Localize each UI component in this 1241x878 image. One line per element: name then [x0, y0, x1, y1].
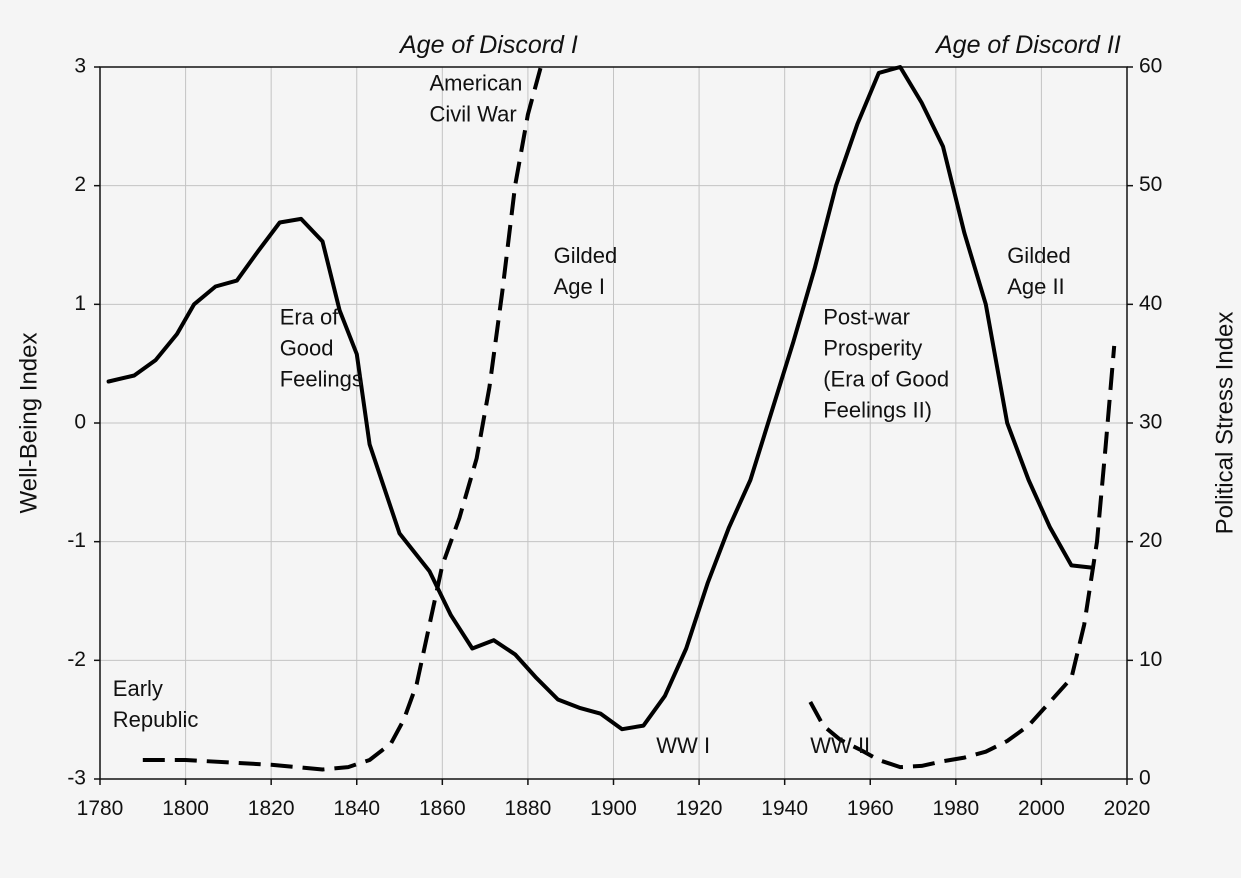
x-tick-label: 2020	[1104, 797, 1151, 820]
chart-annotation: Era of Good Feelings	[280, 305, 363, 392]
chart-annotation-line: Feelings II)	[823, 398, 932, 423]
chart-annotation: Post-war Prosperity (Era of Good Feelings I…	[823, 305, 949, 423]
x-tick-label: 1820	[248, 797, 295, 820]
x-axis-ticks: 1780 1800 1820 1840 1860 1880 1900 1920 1940 1960…	[77, 779, 1151, 820]
chart-annotation-line: (Era of Good	[823, 367, 949, 392]
left-tick-label: 3	[74, 55, 86, 78]
right-tick-label: 20	[1139, 529, 1162, 552]
left-tick-label: 1	[74, 292, 86, 315]
grid	[99, 66, 1128, 780]
chart-annotation: Early Republic	[113, 676, 199, 732]
chart-annotation: Gilded Age I	[554, 243, 618, 299]
left-axis-label: Well-Being Index	[15, 333, 42, 514]
chart-annotation-line: WW II	[810, 733, 870, 758]
right-tick-label: 10	[1139, 648, 1162, 671]
chart-annotation: Gilded Age II	[1007, 243, 1071, 299]
x-tick-label: 1920	[676, 797, 723, 820]
annotations: American Civil War Gilded Age I Era of Good Fe…	[113, 71, 1071, 758]
chart-annotation-line: American	[430, 71, 523, 96]
chart-annotation: WW II	[810, 733, 870, 758]
x-tick-label: 1780	[77, 797, 124, 820]
chart-annotation-line: Good	[280, 336, 334, 361]
chart-annotation-line: Age I	[554, 274, 605, 299]
x-tick-label: 1900	[590, 797, 637, 820]
right-axis-label: Political Stress Index	[1211, 312, 1238, 535]
x-tick-label: 1980	[932, 797, 979, 820]
chart-annotation-line: Gilded	[1007, 243, 1071, 268]
x-tick-label: 1800	[162, 797, 209, 820]
left-axis-ticks: -3 -2 -1 0 1 2 3	[67, 55, 100, 790]
chart-annotation-line: Post-war	[823, 305, 910, 330]
right-tick-label: 60	[1139, 55, 1162, 78]
left-tick-label: -3	[67, 767, 86, 790]
right-tick-label: 30	[1139, 411, 1162, 434]
well-being-line	[106, 65, 1095, 732]
right-tick-label: 40	[1139, 292, 1162, 315]
x-tick-label: 1960	[847, 797, 894, 820]
left-tick-label: -1	[67, 529, 86, 552]
x-tick-label: 1940	[761, 797, 808, 820]
chart-annotation-line: Republic	[113, 707, 199, 732]
political-stress-line	[808, 345, 1117, 770]
chart-annotation: WW I	[656, 733, 710, 758]
chart-annotation-line: Era of	[280, 305, 340, 330]
left-tick-label: 0	[74, 411, 86, 434]
top-label-age-of-discord-1: Age of Discord I	[398, 31, 578, 59]
chart-annotation: American Civil War	[430, 71, 523, 127]
left-tick-label: -2	[67, 648, 86, 671]
chart-annotation-line: Prosperity	[823, 336, 922, 361]
right-axis-ticks: 0 10 20 30 40 50 60	[1127, 55, 1162, 790]
left-tick-label: 2	[74, 173, 86, 196]
x-tick-label: 1840	[333, 797, 380, 820]
x-tick-label: 2000	[1018, 797, 1065, 820]
chart-annotation-line: Civil War	[430, 102, 517, 127]
series	[106, 65, 1117, 772]
political-stress-line	[142, 66, 543, 772]
chart-annotation-line: Age II	[1007, 274, 1064, 299]
x-tick-label: 1880	[505, 797, 552, 820]
chart-annotation-line: Early	[113, 676, 163, 701]
chart-annotation-line: Gilded	[554, 243, 618, 268]
chart-annotation-line: WW I	[656, 733, 710, 758]
x-tick-label: 1860	[419, 797, 466, 820]
right-tick-label: 50	[1139, 173, 1162, 196]
right-tick-label: 0	[1139, 767, 1151, 790]
top-label-age-of-discord-2: Age of Discord II	[934, 31, 1121, 59]
chart-annotation-line: Feelings	[280, 367, 363, 392]
